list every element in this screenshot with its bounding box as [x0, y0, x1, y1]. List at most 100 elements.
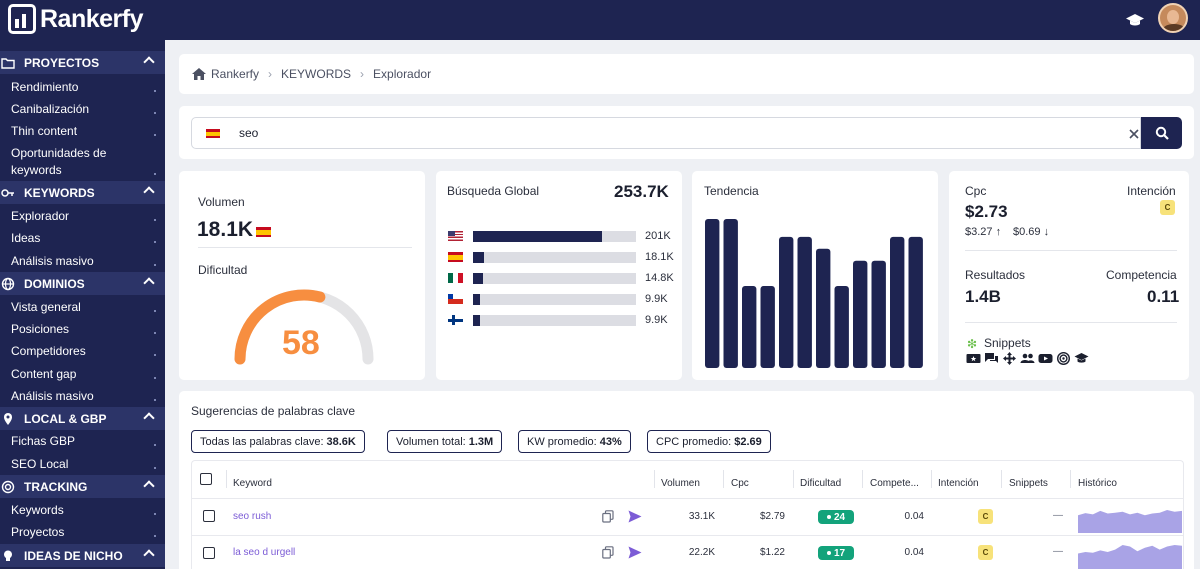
- sidebar-section-local-gbp[interactable]: LOCAL & GBP: [0, 407, 165, 430]
- sidebar-item-oportunidades[interactable]: Oportunidades de keywords: [11, 145, 156, 179]
- snippets-label: Snippets: [984, 336, 1031, 350]
- avatar[interactable]: [1158, 3, 1188, 33]
- country-bar-fill: [473, 231, 602, 242]
- row-volume: 22.2K: [688, 547, 715, 558]
- sidebar-item-fichas-gbp[interactable]: Fichas GBP: [11, 433, 156, 450]
- country-row-fi: 9.9K: [448, 314, 678, 326]
- sidebar-item-content-gap[interactable]: Content gap: [11, 366, 156, 383]
- sidebar-section-title: TRACKING: [24, 479, 88, 494]
- breadcrumb: Rankerfy › KEYWORDS › Explorador: [179, 54, 1194, 94]
- sidebar-section-tracking[interactable]: TRACKING: [0, 475, 165, 498]
- column-difficulty[interactable]: Dificultad: [800, 478, 842, 489]
- sidebar-item-posiciones[interactable]: Posiciones: [11, 321, 156, 338]
- chile-flag-icon: [448, 294, 463, 304]
- spain-flag-icon[interactable]: [206, 129, 220, 138]
- pill-kw-average[interactable]: KW promedio: 43%: [518, 430, 631, 453]
- chevron-up-icon: [143, 412, 155, 424]
- results-label: Resultados: [965, 268, 1026, 282]
- sidebar-section-dominios[interactable]: DOMINIOS: [0, 272, 165, 295]
- search-input-value[interactable]: seo: [239, 126, 259, 140]
- sidebar-item-analisis-masivo[interactable]: Análisis masivo: [11, 253, 156, 270]
- sidebar-section-proyectos[interactable]: PROYECTOS: [0, 51, 165, 74]
- sidebar-item-competidores[interactable]: Competidores: [11, 343, 156, 360]
- sidebar-item-thin-content[interactable]: Thin content: [11, 123, 156, 140]
- divider: [965, 322, 1177, 323]
- country-bar: [473, 294, 636, 305]
- column-volume[interactable]: Volumen: [661, 478, 700, 489]
- search-card: seo: [179, 106, 1194, 159]
- row-snippets: —: [1053, 546, 1063, 557]
- cpc-label: Cpc: [965, 184, 987, 198]
- chevron-up-icon: [143, 186, 155, 198]
- sidebar-section-ideas-de-nicho[interactable]: IDEAS DE NICHO: [0, 544, 165, 567]
- chevron-up-icon: [143, 480, 155, 492]
- row-checkbox[interactable]: [203, 510, 215, 522]
- sidebar-section-keywords[interactable]: KEYWORDS: [0, 181, 165, 204]
- sidebar-item-tracking-proyectos[interactable]: Proyectos: [11, 524, 156, 541]
- select-all-checkbox[interactable]: [200, 473, 212, 485]
- move-icon[interactable]: [1002, 352, 1017, 365]
- sidebar-section-title: LOCAL & GBP: [24, 411, 107, 426]
- video-icon[interactable]: [1038, 352, 1053, 365]
- volume-value: 18.1K: [197, 218, 254, 241]
- search-button[interactable]: [1141, 117, 1182, 149]
- graduation-cap-icon[interactable]: [1074, 352, 1089, 365]
- home-icon[interactable]: [192, 68, 206, 80]
- pill-total-volume[interactable]: Volumen total: 1.3M: [387, 430, 503, 453]
- country-bar: [473, 273, 636, 284]
- country-row-mx: 14.8K: [448, 272, 678, 284]
- row-intent-badge: C: [978, 545, 993, 560]
- rss-icon[interactable]: [1056, 352, 1071, 365]
- send-icon[interactable]: [628, 510, 642, 523]
- divider: [965, 250, 1177, 251]
- trend-bar: [742, 286, 757, 368]
- search-input[interactable]: seo: [191, 117, 1141, 149]
- column-intent[interactable]: Intención: [938, 478, 979, 489]
- close-icon[interactable]: [1127, 127, 1141, 141]
- row-checkbox[interactable]: [203, 547, 215, 559]
- keyword-link[interactable]: seo rush: [233, 511, 272, 522]
- chevron-up-icon: [143, 277, 155, 289]
- country-row-cl: 9.9K: [448, 293, 678, 305]
- sidebar-section-title: KEYWORDS: [24, 185, 95, 200]
- target-icon: [1, 480, 15, 493]
- country-row-us: 201K: [448, 230, 678, 242]
- column-cpc[interactable]: Cpc: [731, 478, 749, 489]
- country-value: 9.9K: [645, 314, 668, 326]
- people-icon[interactable]: [1020, 352, 1035, 365]
- search-icon: [1155, 126, 1169, 140]
- sidebar-item-ideas[interactable]: Ideas: [11, 230, 156, 247]
- column-history[interactable]: Histórico: [1078, 478, 1117, 489]
- pill-all-keywords[interactable]: Todas las palabras clave: 38.6K: [191, 430, 365, 453]
- pill-cpc-average[interactable]: CPC promedio: $2.69: [647, 430, 771, 453]
- sidebar-item-seo-local[interactable]: SEO Local: [11, 456, 156, 473]
- column-keyword[interactable]: Keyword: [233, 478, 272, 489]
- sidebar-item-vista-general[interactable]: Vista general: [11, 299, 156, 316]
- row-difficulty-badge: 17: [818, 546, 854, 560]
- graduation-cap-icon[interactable]: [1125, 10, 1145, 30]
- sidebar-item-rendimiento[interactable]: Rendimiento: [11, 79, 156, 96]
- column-snippets[interactable]: Snippets: [1009, 478, 1048, 489]
- competition-value: 0.11: [1147, 287, 1180, 306]
- trend-bar: [779, 236, 794, 368]
- cpc-low: $0.69 ↓: [1013, 226, 1050, 238]
- sidebar-item-explorador[interactable]: Explorador: [11, 208, 156, 225]
- keyword-link[interactable]: la seo d urgell: [233, 547, 296, 558]
- column-competition[interactable]: Compete...: [870, 478, 919, 489]
- breadcrumb-item-keywords[interactable]: KEYWORDS: [281, 67, 352, 81]
- copy-icon[interactable]: [602, 546, 614, 559]
- competition-label: Competencia: [1106, 268, 1177, 282]
- country-value: 9.9K: [645, 293, 668, 305]
- trend-bar: [705, 219, 720, 368]
- chat-icon[interactable]: [984, 352, 999, 365]
- app-name: Rankerfy: [40, 4, 144, 33]
- breadcrumb-item-rankerfy[interactable]: Rankerfy: [211, 67, 260, 81]
- ticket-icon[interactable]: [966, 352, 981, 365]
- app-logo[interactable]: Rankerfy: [8, 4, 144, 34]
- sidebar-section-title: IDEAS DE NICHO: [24, 548, 123, 563]
- send-icon[interactable]: [628, 546, 642, 559]
- copy-icon[interactable]: [602, 510, 614, 523]
- sidebar-item-tracking-keywords[interactable]: Keywords: [11, 502, 156, 519]
- sidebar-item-analisis-masivo-dominios[interactable]: Análisis masivo: [11, 388, 156, 405]
- sidebar-item-canibalizacion[interactable]: Canibalización: [11, 101, 156, 118]
